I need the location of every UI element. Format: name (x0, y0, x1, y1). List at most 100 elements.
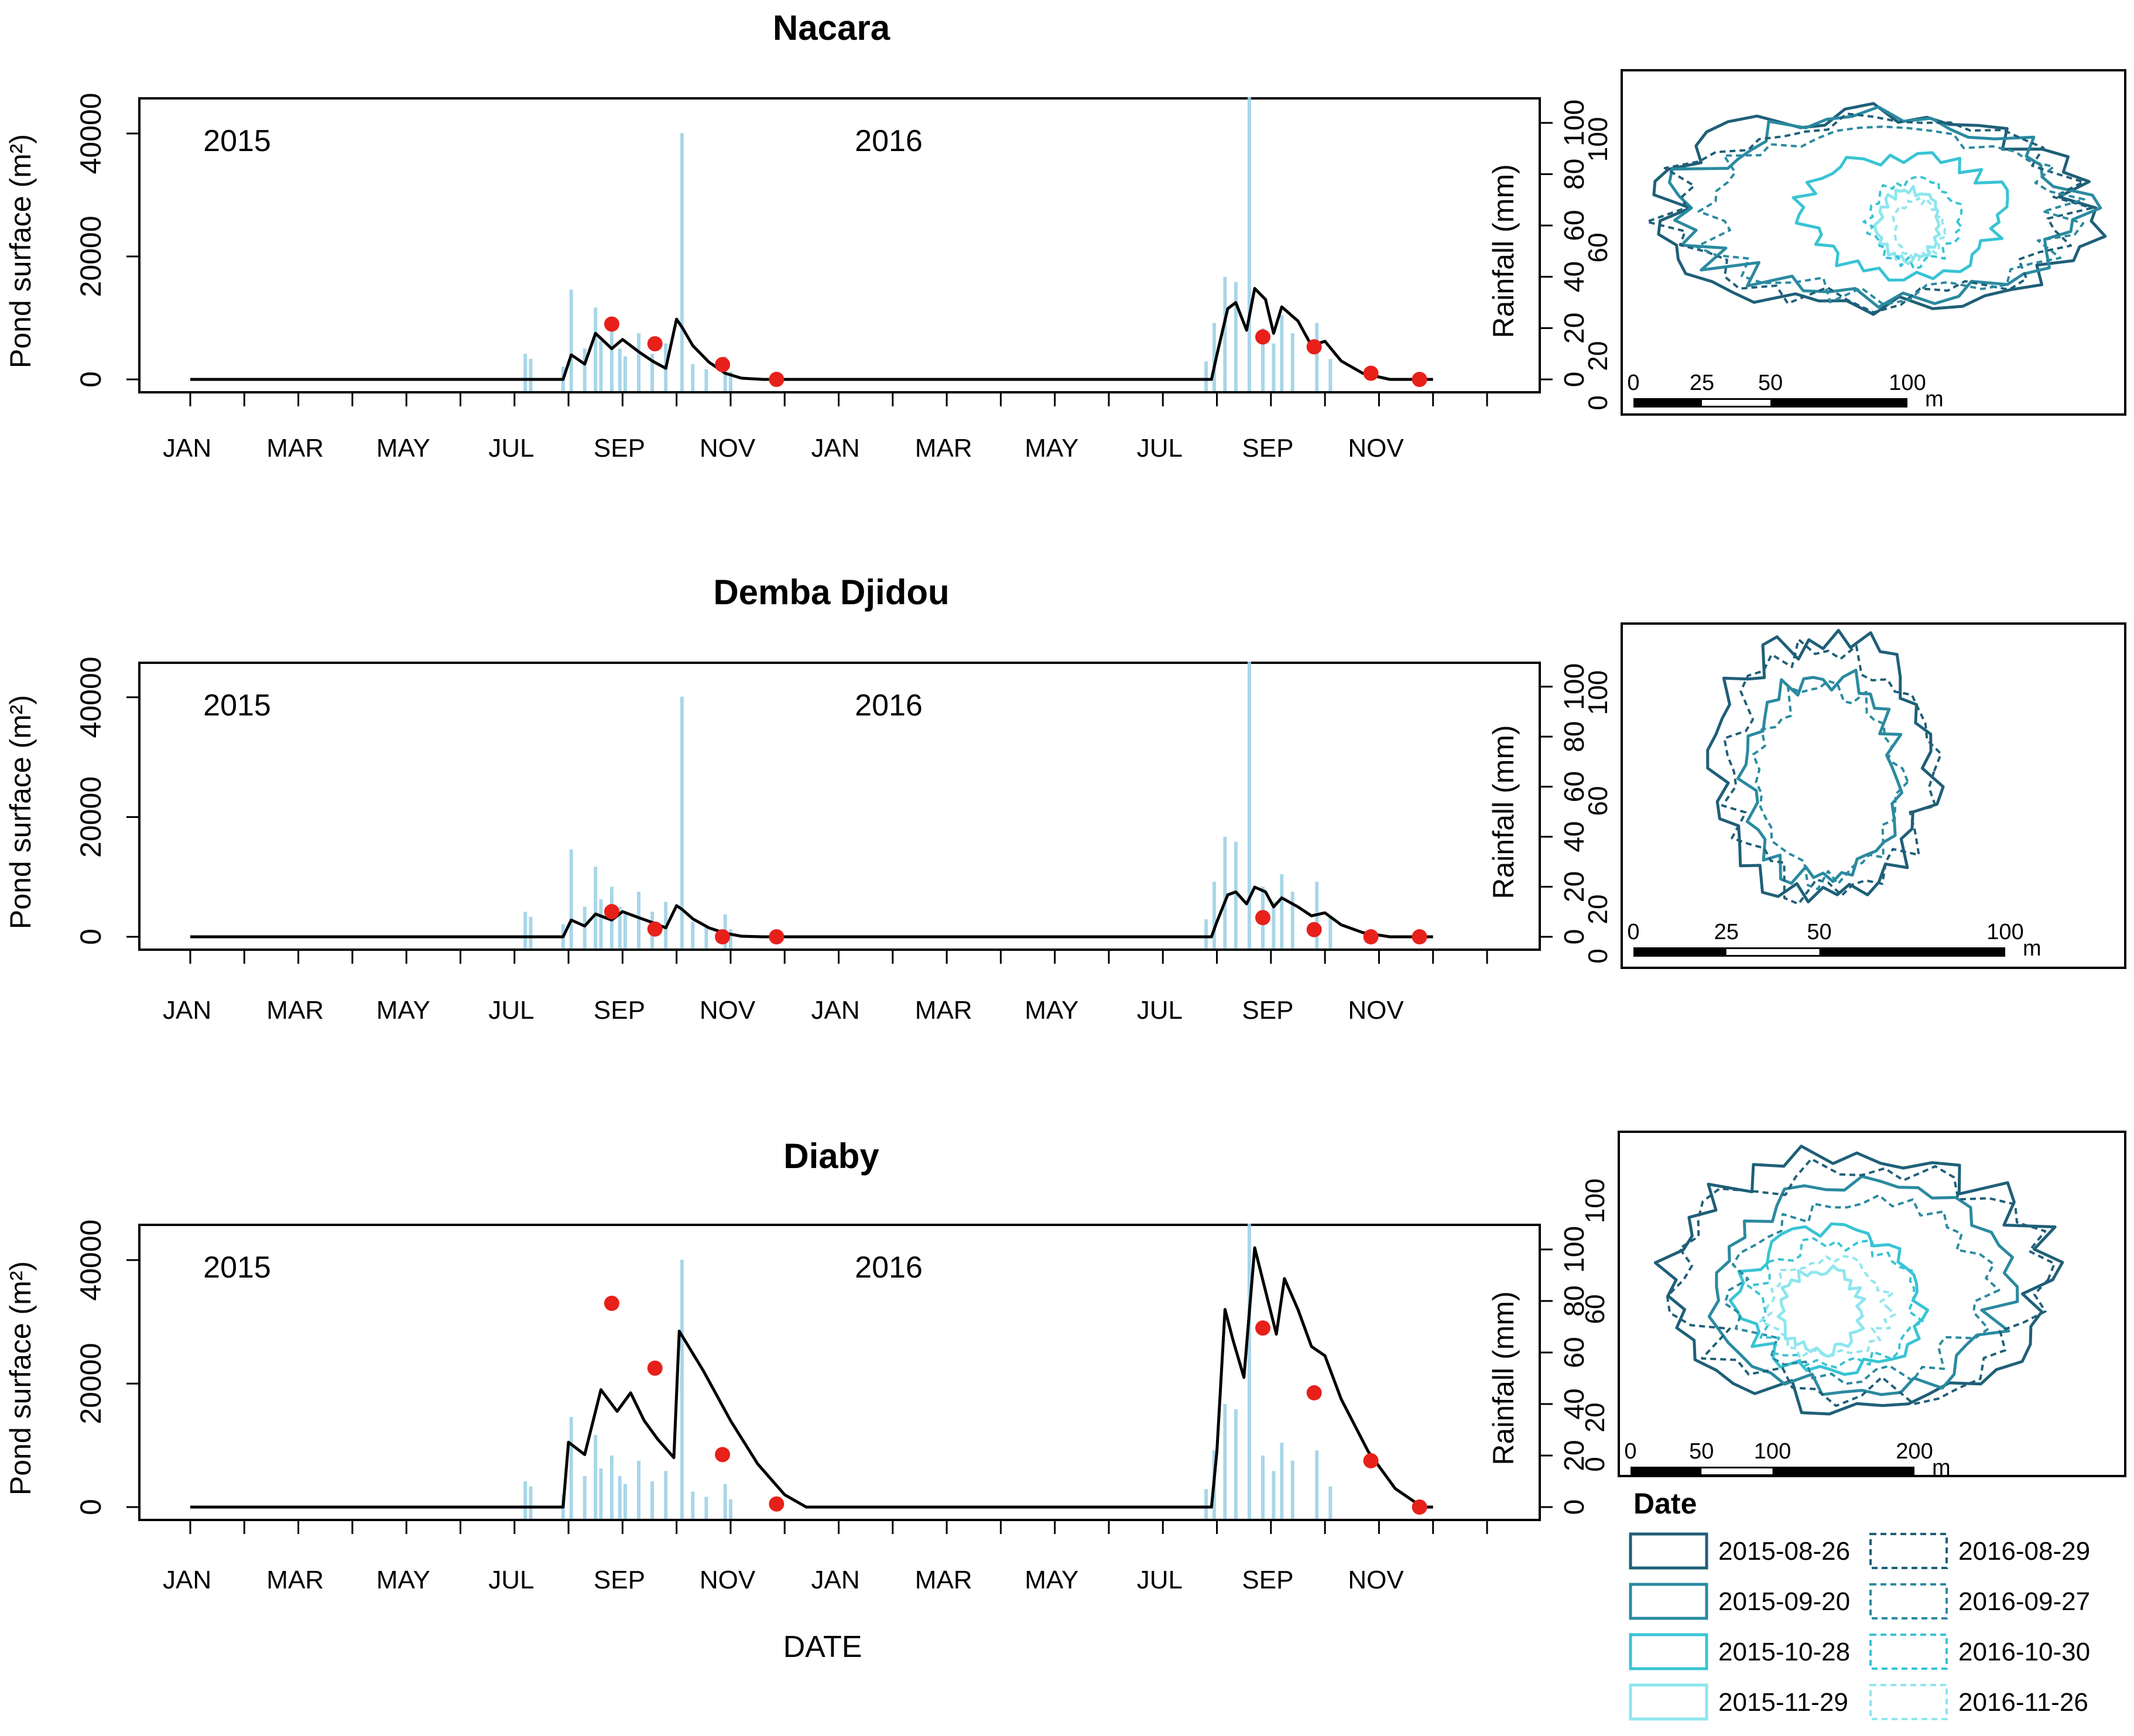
scale-tick-label: 0 (1627, 371, 1639, 395)
rainfall-bar (680, 1259, 684, 1519)
x-tick-label: MAR (266, 1566, 324, 1594)
map-y-tick-label: 0 (1582, 949, 1613, 964)
observed-point (604, 904, 619, 920)
pond-outline (1862, 175, 1963, 270)
rainfall-bar (599, 899, 603, 949)
rainfall-bar (599, 1468, 603, 1519)
pond-outline (1759, 1255, 1896, 1360)
map-frame (1621, 69, 2126, 416)
rainfall-bar (680, 133, 684, 391)
surface-line (190, 1246, 1433, 1509)
y-axis-label-left: Pond surface (m²) (4, 134, 37, 368)
rainfall-bar (1223, 276, 1227, 391)
chart-title: Nacara (773, 8, 890, 47)
rainfall-bar (637, 333, 641, 391)
year-label: 2016 (855, 1251, 923, 1285)
map-y-tick-label: 0 (1580, 1457, 1610, 1472)
pond-outline (1728, 1222, 1930, 1376)
rainfall-bar (529, 1486, 533, 1519)
legend-label: 2015-10-28 (1718, 1638, 1850, 1666)
rainfall-bar (1247, 97, 1251, 391)
rainfall-bar (1280, 1443, 1284, 1519)
x-tick-label: JAN (163, 1566, 211, 1594)
map-y-tick-label: 20 (1582, 341, 1613, 371)
map-y-tick-label: 60 (1582, 232, 1613, 262)
rainfall-bar (1234, 282, 1238, 391)
legend-title: Date (1633, 1487, 1697, 1520)
scale-tick-label: 100 (1754, 1439, 1791, 1464)
year-label: 2016 (855, 689, 923, 723)
rainfall-bar (691, 364, 695, 391)
observed-point (715, 929, 731, 944)
x-tick-label: NOV (700, 1566, 756, 1594)
pond-outline (1695, 125, 2085, 306)
rainfall-bar (723, 1484, 727, 1519)
rainfall-bar (623, 1484, 627, 1519)
rainfall-bar (1247, 662, 1251, 949)
y-axis-label-right: Rainfall (mm) (1487, 1291, 1520, 1465)
rainfall-bar (583, 348, 587, 391)
rainfall-bar (569, 289, 573, 391)
legend-label: 2016-10-30 (1958, 1638, 2090, 1666)
y-tick-label-right: 20 (1559, 313, 1590, 344)
rainfall-bar (1212, 882, 1216, 949)
observed-point (647, 1360, 663, 1376)
y-tick-label-right: 20 (1559, 1440, 1590, 1471)
legend-swatch (1869, 1634, 1948, 1670)
observed-point (715, 1447, 731, 1463)
x-tick-label: MAY (376, 1566, 430, 1594)
rainfall-bar (728, 371, 732, 391)
x-tick-label: MAR (266, 434, 324, 463)
y-tick-label-right: 40 (1559, 1388, 1590, 1419)
scale-tick-label: 50 (1758, 371, 1783, 395)
map-y-tick-label: 0 (1582, 395, 1613, 410)
legend-label: 2015-11-29 (1718, 1688, 1848, 1717)
pond-outline (1666, 1158, 2056, 1408)
scale-tick-label: 50 (1807, 920, 1831, 944)
observed-point (1306, 339, 1322, 355)
pond-outline (1776, 1264, 1866, 1358)
observed-point (1255, 329, 1270, 345)
observed-point (647, 921, 663, 937)
year-label: 2016 (855, 124, 923, 158)
map-frame (1618, 1131, 2126, 1477)
observed-point (1363, 365, 1379, 381)
y-tick-label-right: 20 (1559, 871, 1590, 902)
scale-unit: m (1932, 1456, 1951, 1480)
legend-label: 2016-11-26 (1958, 1688, 2088, 1717)
rainfall-bar (1315, 323, 1319, 391)
legend-label: 2015-09-20 (1718, 1587, 1850, 1616)
rainfall-bar (704, 1497, 708, 1519)
rainfall-bar (637, 1460, 641, 1519)
rainfall-bar (623, 356, 627, 391)
x-tick-label: JUL (488, 434, 534, 463)
pond-outline (1721, 638, 1943, 905)
year-label: 2015 (203, 124, 271, 158)
map-frame (1621, 622, 2126, 969)
legend: Date 2015-08-26 2016-08-29 2015-09-20 2016-0… (1629, 1487, 2090, 1721)
x-tick-label: JAN (811, 996, 860, 1025)
observed-point (1255, 910, 1270, 926)
y-tick-label-right: 60 (1559, 1337, 1590, 1368)
legend-swatch (1869, 1533, 1948, 1569)
rainfall-bar (1290, 333, 1294, 391)
y-tick-label-left: 40000 (74, 656, 107, 738)
y-tick-label-left: 0 (74, 1499, 107, 1515)
x-tick-label: MAR (915, 996, 972, 1025)
legend-swatch (1629, 1633, 1708, 1670)
rainfall-bar (1280, 874, 1284, 949)
observed-point (1412, 372, 1427, 387)
y-tick-label-right: 60 (1559, 210, 1590, 241)
rainfall-bar (1260, 328, 1265, 391)
scale-tick-label: 50 (1689, 1439, 1714, 1464)
x-tick-label: SEP (1242, 1566, 1293, 1594)
rainfall-bar (1204, 1489, 1208, 1519)
rainfall-bar (1223, 837, 1227, 949)
rainfall-bar (1290, 1460, 1294, 1519)
x-tick-label: MAY (1025, 434, 1078, 463)
x-tick-label: MAR (266, 996, 324, 1025)
